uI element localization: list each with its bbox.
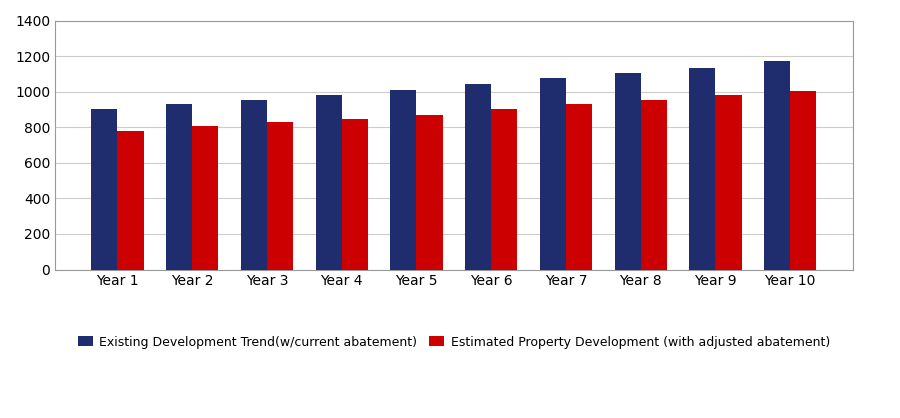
Bar xyxy=(716,95,742,270)
Bar xyxy=(91,109,117,270)
Bar xyxy=(641,99,667,270)
Bar xyxy=(417,115,443,270)
Bar xyxy=(316,95,342,270)
Bar xyxy=(540,78,566,270)
Bar xyxy=(465,84,491,270)
Bar xyxy=(764,61,790,270)
Bar xyxy=(689,68,716,270)
Bar xyxy=(117,131,144,270)
Legend: Existing Development Trend(w/current abatement), Estimated Property Development : Existing Development Trend(w/current aba… xyxy=(73,331,835,354)
Bar xyxy=(267,122,293,270)
Bar xyxy=(241,99,267,270)
Bar xyxy=(615,73,641,270)
Bar xyxy=(790,91,816,270)
Bar xyxy=(491,110,518,270)
Bar xyxy=(166,104,193,270)
Bar xyxy=(391,90,417,270)
Bar xyxy=(566,104,592,270)
Bar xyxy=(342,119,368,270)
Bar xyxy=(193,126,219,270)
